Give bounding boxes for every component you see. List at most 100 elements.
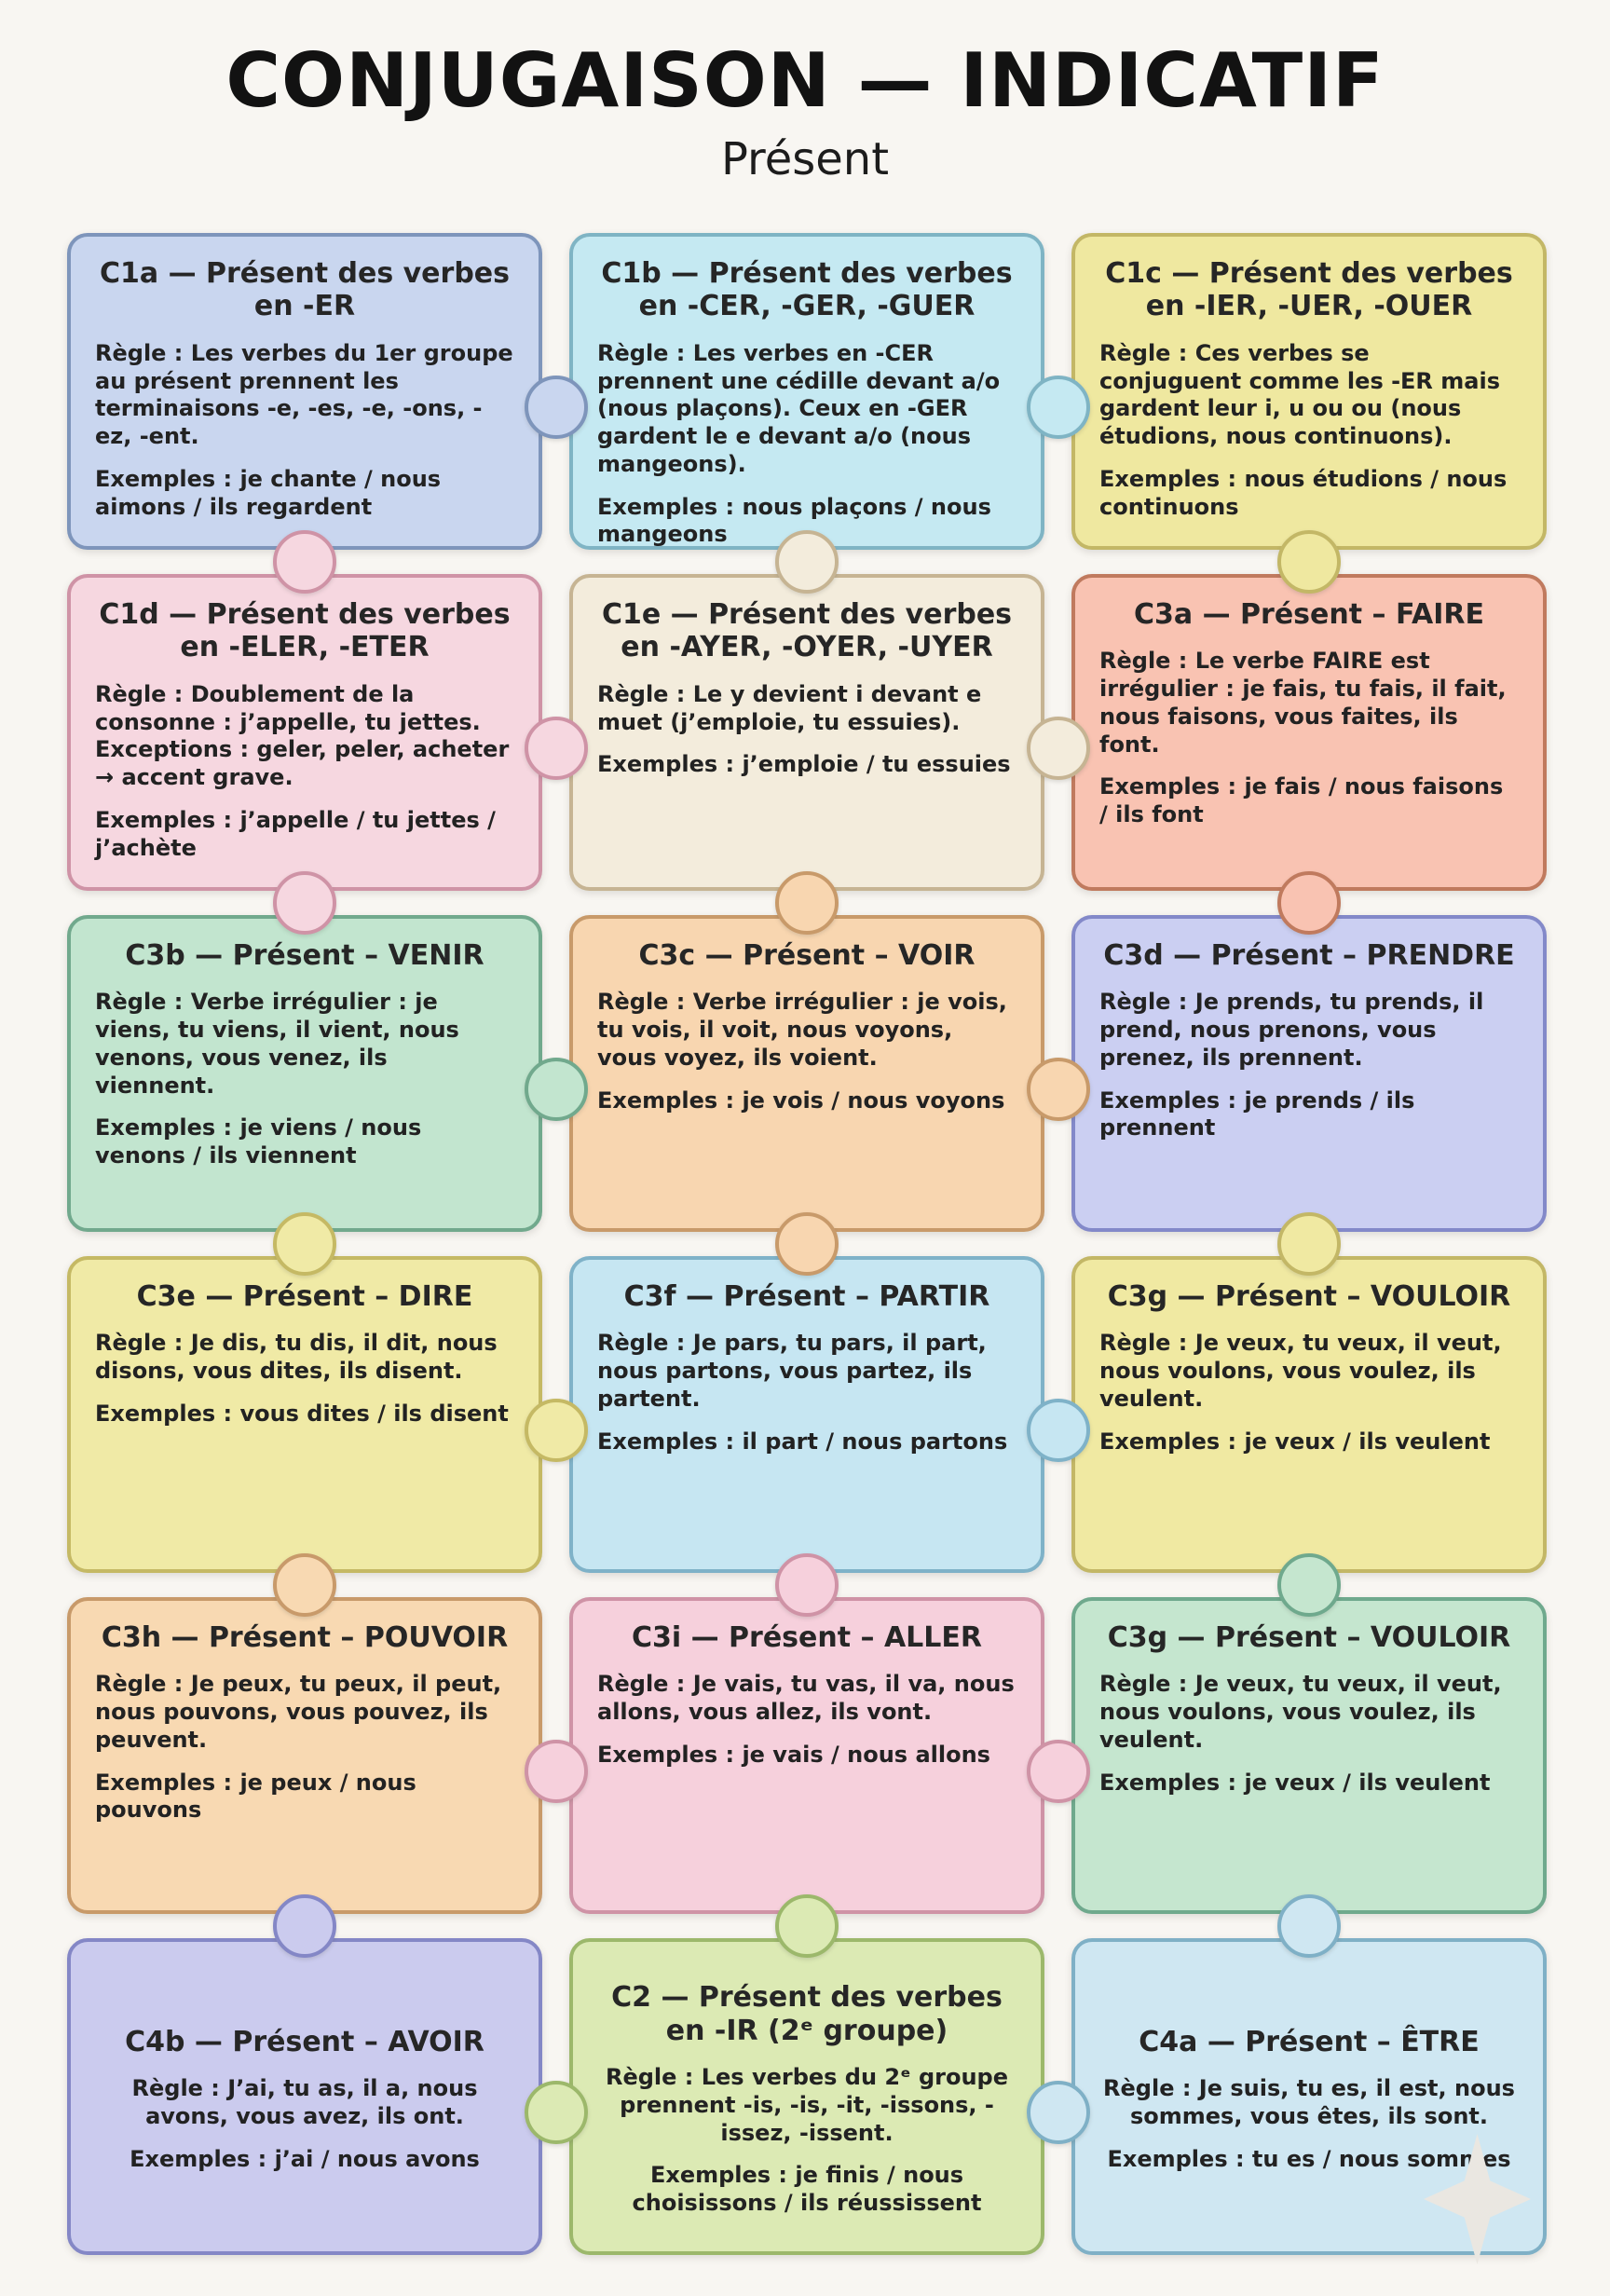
examples-label: Exemples : (1099, 1428, 1237, 1455)
rule-label: Règle : (597, 1671, 686, 1698)
card-title: C1d — Présent des verbes en -ELER, -ETER (99, 598, 511, 664)
puzzle-knob (1277, 871, 1341, 935)
rule-text: Verbe irrégulier : je vois, tu vois, il … (597, 989, 1007, 1071)
card-title: C1b — Présent des verbes en -CER, -GER, … (601, 257, 1013, 323)
card-rule: Règle : J’ai, tu as, il a, nous avons, v… (95, 2075, 514, 2131)
examples-label: Exemples : (597, 1741, 735, 1768)
puzzle-knob (1277, 1212, 1341, 1276)
rule-label: Règle : (95, 989, 184, 1016)
puzzle-knob (1026, 1058, 1090, 1121)
card-examples: Exemples : j’ai / nous avons (95, 2146, 514, 2174)
examples-label: Exemples : (1099, 1086, 1237, 1114)
card-rule: Règle : Les verbes en -CER prennent une … (597, 340, 1016, 479)
puzzle-card-c1e: C1e — Présent des verbes en -AYER, -OYER… (569, 574, 1044, 891)
examples-label: Exemples : (95, 806, 233, 833)
card-examples: Exemples : nous plaçons / nous mangeons (597, 493, 1016, 548)
card-rule: Règle : Je veux, tu veux, il veut, nous … (1099, 1330, 1519, 1413)
puzzle-knob (1026, 376, 1090, 439)
puzzle-knob (775, 530, 839, 594)
puzzle-knob (273, 871, 336, 935)
card-examples: Exemples : j’emploie / tu essuies (597, 751, 1016, 779)
card-rule: Règle : Je dis, tu dis, il dit, nous dis… (95, 1330, 514, 1386)
poster-subtitle: Présent (720, 133, 890, 185)
rule-text: Je veux, tu veux, il veut, nous voulons,… (1099, 1330, 1502, 1412)
rule-label: Règle : (95, 1671, 184, 1698)
puzzle-knob (524, 1058, 588, 1121)
rule-text: Les verbes du 2ᵉ groupe prennent -is, -i… (620, 2064, 1009, 2146)
card-rule: Règle : Verbe irrégulier : je viens, tu … (95, 989, 514, 1100)
puzzle-knob (775, 1894, 839, 1958)
card-title: C3c — Présent – VOIR (638, 939, 976, 972)
card-rule: Règle : Ces verbes se conjuguent comme l… (1099, 340, 1519, 451)
card-examples: Exemples : je chante / nous aimons / ils… (95, 466, 514, 522)
examples-label: Exemples : (95, 465, 233, 492)
card-examples: Exemples : je prends / ils prennent (1099, 1087, 1519, 1143)
examples-text: vous dites / ils disent (232, 1400, 509, 1427)
puzzle-knob (1026, 2081, 1090, 2144)
rule-text: Je pars, tu pars, il part, nous partons,… (597, 1330, 987, 1412)
card-examples: Exemples : vous dites / ils disent (95, 1401, 514, 1428)
rule-label: Règle : (131, 2075, 220, 2102)
examples-text: je peux / nous pouvons (95, 1769, 416, 1824)
examples-label: Exemples : (597, 1086, 735, 1114)
puzzle-card-c3b: C3b — Présent – VENIR Règle : Verbe irré… (67, 915, 542, 1232)
examples-label: Exemples : (130, 2145, 267, 2172)
puzzle-knob (1026, 1740, 1090, 1803)
card-title: C4b — Présent – AVOIR (125, 2025, 484, 2058)
puzzle-knob (775, 871, 839, 935)
rule-label: Règle : (597, 989, 686, 1016)
card-title: C1c — Présent des verbes en -IER, -UER, … (1105, 257, 1513, 323)
puzzle-card-c3c: C3c — Présent – VOIR Règle : Verbe irrég… (569, 915, 1044, 1232)
card-examples: Exemples : je viens / nous venons / ils … (95, 1114, 514, 1170)
card-rule: Règle : Je pars, tu pars, il part, nous … (597, 1330, 1016, 1413)
rule-text: Je veux, tu veux, il veut, nous voulons,… (1099, 1671, 1502, 1753)
examples-label: Exemples : (597, 493, 735, 520)
puzzle-card-c1d: C1d — Présent des verbes en -ELER, -ETER… (67, 574, 542, 891)
examples-text: je viens / nous venons / ils viennent (95, 1114, 422, 1169)
examples-text: je finis / nous choisissons / ils réussi… (632, 2162, 982, 2217)
card-title: C3e — Présent – DIRE (136, 1280, 473, 1313)
examples-text: j’ai / nous avons (266, 2145, 480, 2172)
examples-text: je veux / ils veulent (1236, 1769, 1491, 1796)
puzzle-knob (273, 1553, 336, 1617)
puzzle-card-c3a: C3a — Présent – FAIRE Règle : Le verbe F… (1071, 574, 1547, 891)
card-rule: Règle : Je peux, tu peux, il peut, nous … (95, 1671, 514, 1754)
card-examples: Exemples : je peux / nous pouvons (95, 1770, 514, 1825)
examples-text: je fais / nous faisons / ils font (1099, 773, 1504, 828)
card-rule: Règle : Verbe irrégulier : je vois, tu v… (597, 989, 1016, 1072)
card-examples: Exemples : je finis / nous choisissons /… (597, 2162, 1016, 2218)
examples-text: nous étudions / nous continuons (1099, 465, 1508, 520)
examples-text: tu es / nous sommes (1244, 2145, 1511, 2172)
card-title: C3i — Présent – ALLER (631, 1621, 983, 1654)
card-rule: Règle : Le verbe FAIRE est irrégulier : … (1099, 648, 1519, 758)
examples-text: je prends / ils prennent (1099, 1086, 1415, 1141)
puzzle-knob (1026, 1399, 1090, 1462)
card-rule: Règle : Je vais, tu vas, il va, nous all… (597, 1671, 1016, 1727)
examples-text: je chante / nous aimons / ils regardent (95, 465, 442, 520)
card-title: C3g — Présent – VOULOIR (1107, 1280, 1511, 1313)
card-title: C3a — Présent – FAIRE (1134, 598, 1484, 631)
card-title: C1e — Présent des verbes en -AYER, -OYER… (601, 598, 1013, 664)
card-rule: Règle : Je suis, tu es, il est, nous som… (1099, 2075, 1519, 2131)
puzzle-card-c4b: C4b — Présent – AVOIR Règle : J’ai, tu a… (67, 1938, 542, 2255)
rule-label: Règle : (1099, 339, 1188, 366)
examples-text: je vais / nous allons (734, 1741, 990, 1768)
puzzle-card-c3e: C3e — Présent – DIRE Règle : Je dis, tu … (67, 1256, 542, 1573)
examples-label: Exemples : (649, 2162, 788, 2189)
poster-header: CONJUGAISON — INDICATIF Présent (0, 37, 1610, 185)
examples-text: nous plaçons / nous mangeons (597, 493, 991, 548)
puzzle-card-c3g: C3g — Présent – VOULOIR Règle : Je veux,… (1071, 1256, 1547, 1573)
examples-label: Exemples : (95, 1400, 233, 1427)
rule-label: Règle : (1099, 1330, 1188, 1357)
card-rule: Règle : Les verbes du 2ᵉ groupe prennent… (597, 2064, 1016, 2147)
examples-label: Exemples : (1107, 2145, 1245, 2172)
examples-label: Exemples : (95, 1114, 233, 1141)
card-title: C3d — Présent – PRENDRE (1103, 939, 1515, 972)
card-title: C3b — Présent – VENIR (125, 939, 484, 972)
puzzle-grid: C1a — Présent des verbes en -ER Règle : … (67, 233, 1547, 2255)
puzzle-knob (524, 1740, 588, 1803)
rule-text: Le verbe FAIRE est irrégulier : je fais,… (1099, 648, 1507, 758)
examples-label: Exemples : (1099, 1769, 1237, 1796)
rule-text: Je suis, tu es, il est, nous sommes, vou… (1129, 2075, 1515, 2129)
